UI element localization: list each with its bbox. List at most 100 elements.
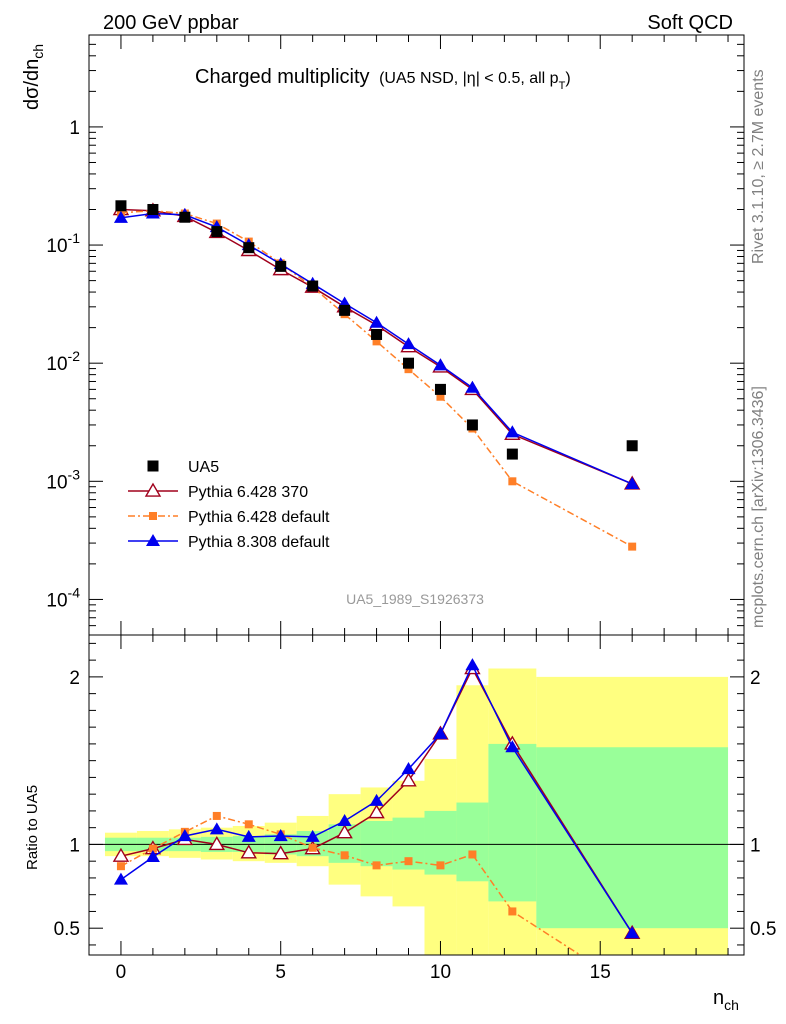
main-axes: 110-110-210-310-4	[46, 34, 744, 636]
main-subtitle-end: )	[565, 70, 570, 87]
main-ylabel-text: dσ/dn	[21, 59, 43, 110]
legend-label: Pythia 8.308 default	[188, 534, 330, 551]
ratio-y-tick-label-right: 1	[750, 835, 761, 856]
x-tick-label: 10	[430, 962, 451, 983]
x-axis-label: nch	[713, 987, 739, 1013]
ratio-frame	[88, 634, 745, 956]
tick-exponent: -4	[68, 584, 81, 600]
data-point	[208, 836, 226, 851]
data-point	[436, 861, 445, 870]
data-point	[305, 829, 320, 842]
legend-label: UA5	[188, 459, 219, 476]
data-point	[368, 804, 385, 819]
data-point	[209, 822, 224, 835]
data-point	[628, 542, 637, 551]
legend-marker	[147, 460, 159, 472]
legend-label: Pythia 6.428 370	[188, 484, 308, 501]
x-tick-label: 5	[275, 962, 286, 983]
data-point	[336, 824, 353, 839]
ratio-y-tick-label-right: 2	[750, 668, 761, 689]
data-point	[625, 476, 640, 489]
data-point	[113, 210, 128, 223]
main-subtitle: (UA5 NSD, |η| < 0.5, all p	[379, 70, 559, 87]
ratio-y-axis-label: Ratio to UA5	[24, 785, 41, 870]
series-0	[115, 200, 638, 460]
data-point	[465, 380, 480, 393]
data-point	[372, 861, 381, 870]
data-point	[468, 850, 477, 859]
data-point	[433, 726, 448, 739]
header-energy: 200 GeV ppbar	[103, 12, 239, 34]
data-point	[508, 477, 517, 486]
ratio-y-tick-label: 1	[69, 835, 80, 856]
y-tick-label: 1	[69, 118, 80, 139]
data-point	[506, 448, 518, 460]
stat-uncertainty-band	[488, 743, 537, 902]
data-point	[433, 358, 448, 371]
series-2	[113, 658, 640, 939]
data-point	[403, 357, 415, 369]
stat-uncertainty-band	[536, 747, 729, 929]
legend-marker	[149, 512, 157, 520]
tick-base: 10	[46, 236, 67, 257]
main-subtitle-sub: T	[559, 80, 566, 92]
watermark: UA5_1989_S1926373	[346, 591, 484, 607]
tick-base: 10	[46, 354, 67, 375]
main-plot-area	[112, 200, 641, 551]
tick-base: 10	[46, 590, 67, 611]
series-line	[120, 663, 633, 934]
y-tick-label: 10-3	[46, 466, 80, 493]
data-point	[273, 829, 288, 842]
stat-uncertainty-band	[456, 802, 489, 882]
data-point	[147, 203, 159, 215]
data-point	[116, 862, 125, 871]
ratio-y-tick-label: 2	[69, 668, 80, 689]
legend-marker	[144, 482, 162, 497]
main-title-text: Charged multiplicity	[195, 66, 370, 88]
data-point	[369, 315, 384, 328]
y-tick-label: 10-4	[46, 584, 80, 611]
data-point	[308, 843, 317, 852]
data-point	[113, 872, 128, 885]
series-line	[120, 212, 633, 485]
ratio-plot-area	[112, 658, 641, 955]
data-point	[307, 280, 319, 292]
header-category: Soft QCD	[647, 12, 733, 34]
y-tick-label: 10-2	[46, 348, 80, 375]
tick-exponent: -2	[68, 348, 81, 364]
xlabel-sub: ch	[724, 997, 739, 1013]
main-y-axis-label: dσ/dnch	[21, 44, 46, 110]
data-point	[211, 226, 223, 238]
y-tick-label: 10-1	[46, 230, 80, 257]
uncertainty-bands	[89, 668, 744, 955]
data-point	[145, 849, 160, 863]
data-point	[212, 811, 221, 820]
data-point	[339, 304, 351, 316]
data-point	[404, 365, 413, 374]
ratio-axes: 0.5 0.5 1 1 2 2 0 5 10 15	[54, 635, 776, 983]
data-point	[243, 242, 255, 254]
main-panel: 110-110-210-310-4 Charged multiplicity (…	[21, 34, 745, 636]
legend-label: Pythia 6.428 default	[188, 509, 330, 526]
series-line	[120, 815, 582, 955]
legend-marker	[146, 534, 160, 547]
ratio-y-tick-label-right: 0.5	[750, 919, 776, 940]
x-tick-label: 15	[590, 962, 611, 983]
data-point	[148, 844, 157, 853]
data-point	[177, 829, 192, 842]
data-point	[240, 844, 257, 859]
data-point	[112, 847, 130, 862]
data-point	[179, 211, 191, 223]
data-point	[241, 829, 256, 842]
data-point	[401, 762, 416, 775]
data-point	[466, 419, 478, 431]
data-point	[337, 813, 352, 827]
tick-exponent: -1	[68, 230, 81, 246]
xlabel-text: n	[713, 987, 724, 1009]
data-point	[434, 383, 446, 395]
data-point	[625, 926, 640, 939]
mcplots-source-label: mcplots.cern.ch [arXiv:1306.3436]	[750, 386, 767, 628]
ratio-y-tick-label: 0.5	[54, 919, 80, 940]
data-point	[400, 772, 417, 787]
